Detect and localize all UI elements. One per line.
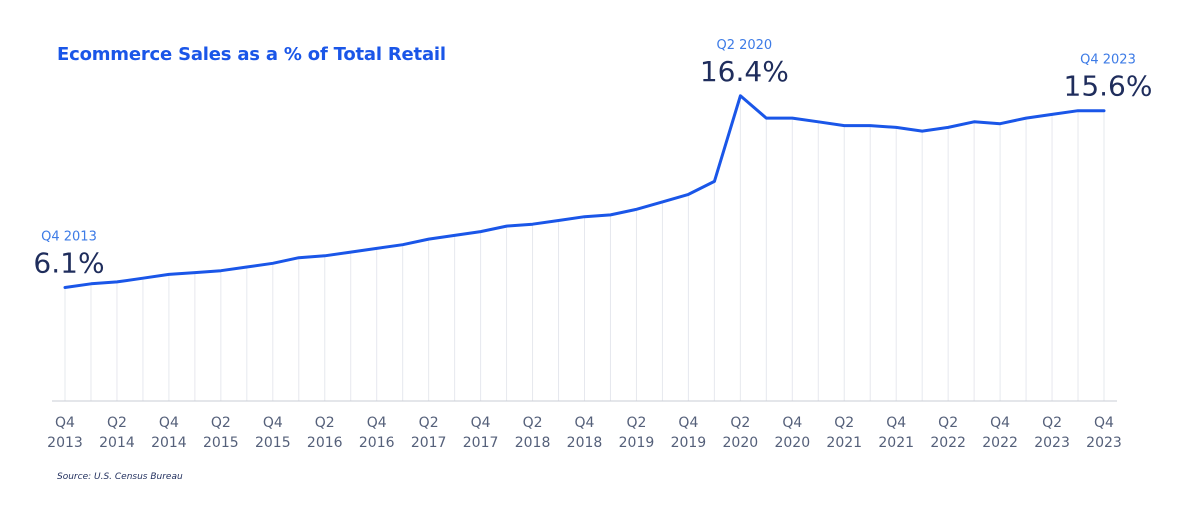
grid-layer	[64, 95, 1105, 401]
callout-period-label: Q4 2023	[1080, 53, 1136, 68]
x-tick-label: Q4 2019	[671, 415, 707, 451]
x-tick-labels: Q4 2013 Q2 2014 Q4 2014 Q2 2015 Q4 2015 Q2 2016 Q4 20…	[47, 415, 1122, 451]
x-tick-label: Q4 2017	[463, 415, 499, 451]
x-tick-label: Q4 2022	[982, 415, 1018, 451]
x-tick-label: Q4 2013	[47, 415, 83, 451]
series-line-ecommerce-share	[63, 94, 1106, 289]
source-note: Source: U.S. Census Bureau	[57, 472, 183, 482]
callout-period-label: Q4 2013	[41, 229, 97, 244]
x-tick-label: Q2 2018	[515, 415, 551, 451]
x-tick-label: Q4 2014	[151, 415, 187, 451]
callout-q2-2020: Q2 2020 16.4%	[700, 38, 789, 88]
x-tick-label: Q2 2014	[99, 415, 135, 451]
callout-period-label: Q2 2020	[716, 38, 772, 53]
x-tick-label: Q2 2023	[1034, 415, 1070, 451]
x-tick-label: Q2 2015	[203, 415, 239, 451]
callout-value-label: 6.1%	[33, 246, 104, 279]
callout-q4-2023: Q4 2023 15.6%	[1064, 53, 1153, 103]
callout-q4-2013: Q4 2013 6.1%	[33, 229, 104, 279]
x-tick-label: Q2 2021	[826, 415, 862, 451]
x-tick-label: Q2 2022	[930, 415, 966, 451]
x-tick-label: Q2 2017	[411, 415, 447, 451]
chart-title: Ecommerce Sales as a % of Total Retail	[57, 44, 446, 65]
x-tick-label: Q4 2018	[567, 415, 603, 451]
x-tick-label: Q4 2016	[359, 415, 395, 451]
x-tick-label: Q2 2019	[619, 415, 655, 451]
x-tick-label: Q4 2015	[255, 415, 291, 451]
callout-value-label: 16.4%	[700, 55, 789, 88]
callouts: Q4 2013 6.1% Q2 2020 16.4% Q4 2023 15.6%	[33, 38, 1152, 280]
callout-value-label: 15.6%	[1064, 70, 1153, 103]
x-tick-label: Q2 2016	[307, 415, 343, 451]
x-tick-label: Q4 2023	[1086, 415, 1122, 451]
x-tick-label: Q4 2020	[774, 415, 810, 451]
x-tick-label: Q4 2021	[878, 415, 914, 451]
x-tick-label: Q2 2020	[723, 415, 759, 451]
